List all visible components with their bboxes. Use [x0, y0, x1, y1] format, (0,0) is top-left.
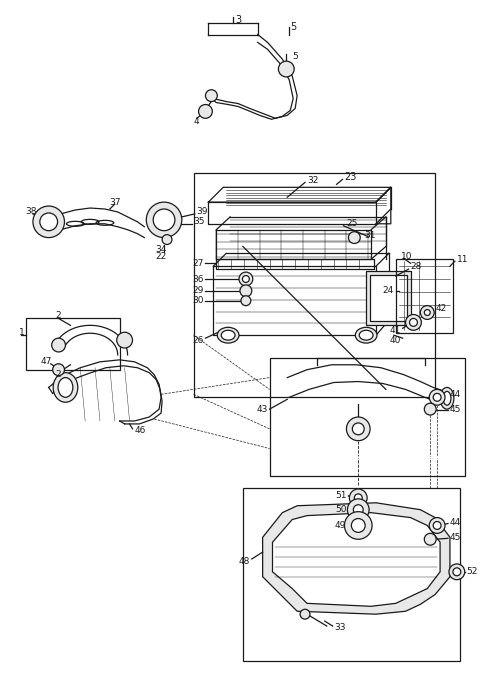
Text: 30: 30 [192, 296, 204, 305]
Circle shape [53, 364, 64, 376]
Circle shape [162, 235, 172, 244]
Text: 44: 44 [450, 518, 461, 527]
Ellipse shape [440, 387, 454, 409]
Circle shape [353, 505, 363, 514]
Bar [396, 259, 453, 333]
Text: 24: 24 [383, 286, 394, 295]
Text: 39: 39 [197, 207, 208, 216]
Text: 36: 36 [192, 274, 204, 283]
Text: 37: 37 [109, 198, 120, 207]
Circle shape [146, 202, 182, 237]
Circle shape [420, 306, 434, 320]
Circle shape [453, 568, 461, 576]
Circle shape [33, 206, 64, 237]
Circle shape [449, 564, 465, 579]
Circle shape [240, 285, 252, 297]
Circle shape [433, 521, 441, 529]
Ellipse shape [359, 330, 373, 340]
Text: 42: 42 [435, 304, 446, 313]
Text: 49: 49 [335, 521, 347, 530]
Text: 25: 25 [347, 219, 358, 228]
Text: 4: 4 [193, 117, 199, 126]
Circle shape [347, 417, 370, 440]
Text: 44: 44 [450, 390, 461, 399]
Text: 45: 45 [450, 533, 461, 542]
Circle shape [345, 512, 372, 540]
Circle shape [241, 296, 251, 306]
Circle shape [40, 213, 58, 231]
Text: 29: 29 [192, 286, 204, 295]
Bar [366, 271, 410, 325]
Circle shape [424, 403, 436, 415]
Circle shape [52, 338, 65, 352]
Circle shape [348, 232, 360, 244]
Text: 41: 41 [389, 326, 401, 335]
Text: 46: 46 [134, 426, 146, 436]
Circle shape [429, 518, 445, 533]
Bar [26, 318, 120, 370]
Polygon shape [263, 503, 450, 614]
Text: 2: 2 [56, 311, 61, 320]
Polygon shape [273, 512, 440, 607]
Ellipse shape [58, 378, 73, 397]
Ellipse shape [355, 327, 377, 343]
Text: 28: 28 [410, 262, 422, 271]
Text: 3: 3 [235, 15, 241, 24]
Text: 38: 38 [25, 207, 36, 216]
Circle shape [351, 519, 365, 533]
Text: 22: 22 [156, 252, 167, 261]
Circle shape [300, 609, 310, 619]
Text: 51: 51 [335, 491, 347, 500]
Circle shape [409, 318, 418, 327]
Circle shape [406, 315, 421, 330]
Circle shape [242, 276, 249, 283]
Text: 43: 43 [256, 405, 267, 414]
Circle shape [278, 61, 294, 77]
Text: 5: 5 [290, 22, 297, 31]
Circle shape [348, 499, 369, 521]
Bar [270, 358, 465, 476]
Ellipse shape [53, 373, 78, 402]
Text: 2: 2 [56, 370, 61, 379]
Text: 5: 5 [292, 52, 298, 61]
Circle shape [424, 533, 436, 545]
Text: 10: 10 [401, 252, 412, 261]
Text: 1: 1 [19, 328, 25, 336]
Text: 11: 11 [457, 255, 468, 264]
Text: 34: 34 [156, 245, 167, 254]
Text: 52: 52 [467, 567, 478, 577]
Text: 40: 40 [389, 336, 401, 345]
Bar [243, 488, 460, 660]
Ellipse shape [443, 392, 451, 406]
Text: 31: 31 [364, 231, 376, 240]
Bar [193, 172, 435, 397]
Circle shape [433, 394, 441, 401]
Text: 50: 50 [335, 505, 347, 514]
Circle shape [349, 489, 367, 507]
Text: 47: 47 [40, 357, 51, 366]
Circle shape [117, 332, 132, 348]
Circle shape [153, 209, 175, 231]
Circle shape [424, 310, 430, 315]
Circle shape [354, 494, 362, 502]
Text: 23: 23 [345, 172, 357, 182]
Circle shape [352, 423, 364, 435]
Bar [370, 275, 407, 321]
Circle shape [205, 90, 217, 101]
Text: 27: 27 [192, 259, 204, 268]
Circle shape [199, 105, 212, 119]
Circle shape [429, 389, 445, 406]
Text: 26: 26 [192, 336, 204, 345]
Text: 45: 45 [450, 405, 461, 414]
Text: 48: 48 [239, 558, 250, 567]
Ellipse shape [221, 330, 235, 340]
Text: 35: 35 [193, 217, 205, 226]
Circle shape [239, 272, 253, 286]
Text: 33: 33 [335, 623, 346, 632]
Ellipse shape [217, 327, 239, 343]
Text: 32: 32 [307, 176, 318, 185]
